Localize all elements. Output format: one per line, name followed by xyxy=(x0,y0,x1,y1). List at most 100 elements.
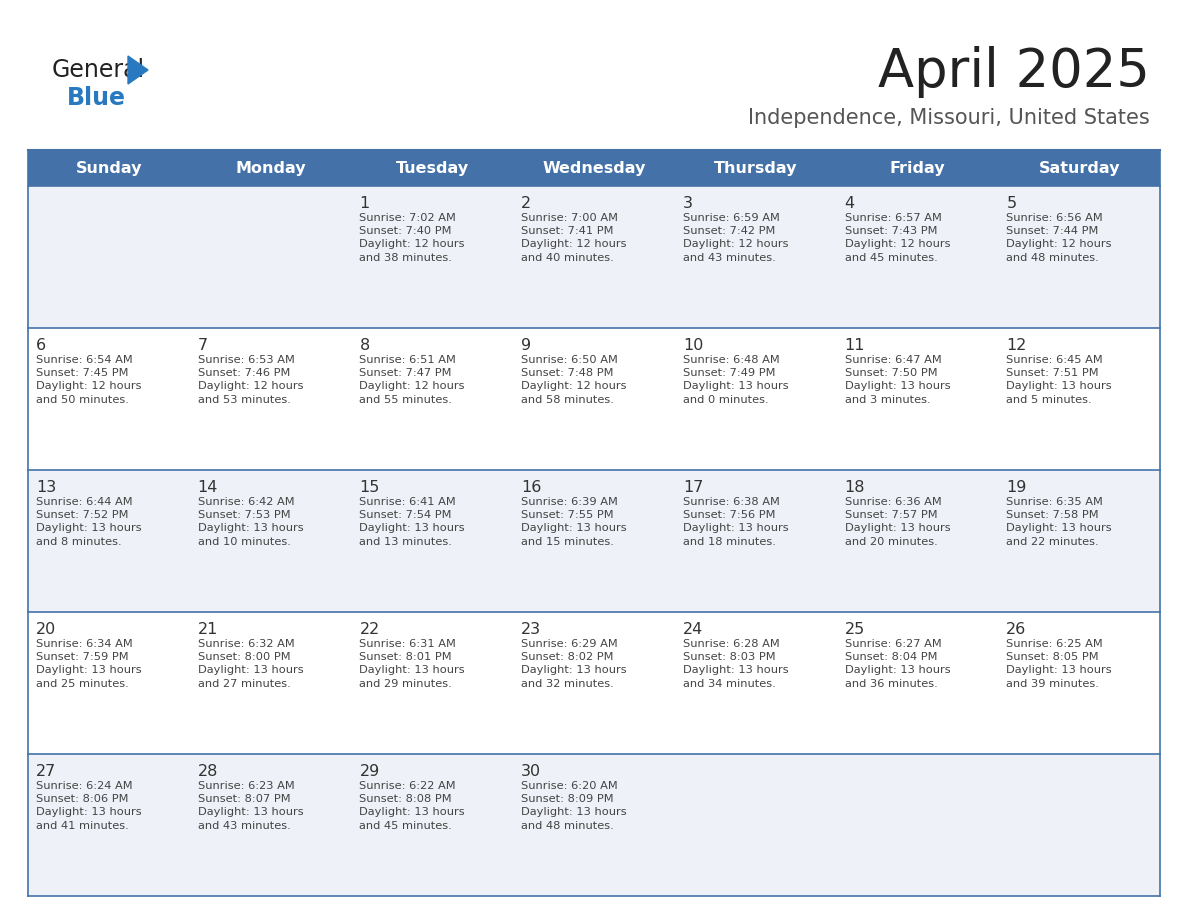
Text: Daylight: 13 hours
and 43 minutes.: Daylight: 13 hours and 43 minutes. xyxy=(197,807,303,831)
Text: Daylight: 13 hours
and 39 minutes.: Daylight: 13 hours and 39 minutes. xyxy=(1006,665,1112,688)
Text: Sunset: 7:58 PM: Sunset: 7:58 PM xyxy=(1006,510,1099,520)
Text: Sunset: 8:08 PM: Sunset: 8:08 PM xyxy=(360,794,453,804)
Text: Sunset: 8:07 PM: Sunset: 8:07 PM xyxy=(197,794,290,804)
Text: Daylight: 13 hours
and 36 minutes.: Daylight: 13 hours and 36 minutes. xyxy=(845,665,950,688)
Text: Sunset: 8:05 PM: Sunset: 8:05 PM xyxy=(1006,652,1099,662)
Bar xyxy=(29,470,1159,612)
Text: Sunset: 7:43 PM: Sunset: 7:43 PM xyxy=(845,226,937,236)
Text: 24: 24 xyxy=(683,622,703,637)
Text: Sunrise: 6:23 AM: Sunrise: 6:23 AM xyxy=(197,781,295,791)
Text: Sunrise: 6:20 AM: Sunrise: 6:20 AM xyxy=(522,781,618,791)
Text: 7: 7 xyxy=(197,338,208,353)
Text: 23: 23 xyxy=(522,622,542,637)
Text: Daylight: 13 hours
and 3 minutes.: Daylight: 13 hours and 3 minutes. xyxy=(845,381,950,405)
Text: Sunset: 7:45 PM: Sunset: 7:45 PM xyxy=(36,368,128,378)
Text: General: General xyxy=(52,58,145,82)
Text: Sunrise: 6:31 AM: Sunrise: 6:31 AM xyxy=(360,639,456,649)
Text: 17: 17 xyxy=(683,480,703,495)
Text: Sunrise: 6:42 AM: Sunrise: 6:42 AM xyxy=(197,497,295,507)
Text: Sunrise: 6:59 AM: Sunrise: 6:59 AM xyxy=(683,213,779,223)
Text: 12: 12 xyxy=(1006,338,1026,353)
Text: 21: 21 xyxy=(197,622,219,637)
Text: Sunset: 7:57 PM: Sunset: 7:57 PM xyxy=(845,510,937,520)
Text: Daylight: 12 hours
and 43 minutes.: Daylight: 12 hours and 43 minutes. xyxy=(683,239,789,263)
Text: 20: 20 xyxy=(36,622,56,637)
Text: Sunset: 8:00 PM: Sunset: 8:00 PM xyxy=(197,652,290,662)
Text: Blue: Blue xyxy=(67,86,126,110)
Text: 18: 18 xyxy=(845,480,865,495)
Text: Sunrise: 6:47 AM: Sunrise: 6:47 AM xyxy=(845,355,941,365)
Text: 6: 6 xyxy=(36,338,46,353)
Text: Sunrise: 6:32 AM: Sunrise: 6:32 AM xyxy=(197,639,295,649)
Text: Sunset: 7:46 PM: Sunset: 7:46 PM xyxy=(197,368,290,378)
Text: Sunrise: 7:02 AM: Sunrise: 7:02 AM xyxy=(360,213,456,223)
Text: Sunrise: 6:54 AM: Sunrise: 6:54 AM xyxy=(36,355,133,365)
Text: Sunrise: 6:28 AM: Sunrise: 6:28 AM xyxy=(683,639,779,649)
Text: Sunrise: 6:25 AM: Sunrise: 6:25 AM xyxy=(1006,639,1102,649)
Text: Daylight: 13 hours
and 48 minutes.: Daylight: 13 hours and 48 minutes. xyxy=(522,807,627,831)
Text: Sunset: 7:41 PM: Sunset: 7:41 PM xyxy=(522,226,614,236)
Text: Sunset: 8:09 PM: Sunset: 8:09 PM xyxy=(522,794,614,804)
Text: 10: 10 xyxy=(683,338,703,353)
Text: Sunrise: 6:41 AM: Sunrise: 6:41 AM xyxy=(360,497,456,507)
Text: 9: 9 xyxy=(522,338,531,353)
Text: Daylight: 13 hours
and 27 minutes.: Daylight: 13 hours and 27 minutes. xyxy=(197,665,303,688)
Text: Sunrise: 6:22 AM: Sunrise: 6:22 AM xyxy=(360,781,456,791)
Text: Sunset: 7:54 PM: Sunset: 7:54 PM xyxy=(360,510,451,520)
Text: 27: 27 xyxy=(36,764,56,779)
Text: Daylight: 13 hours
and 20 minutes.: Daylight: 13 hours and 20 minutes. xyxy=(845,523,950,546)
Text: Daylight: 13 hours
and 41 minutes.: Daylight: 13 hours and 41 minutes. xyxy=(36,807,141,831)
Bar xyxy=(29,186,1159,328)
Text: 25: 25 xyxy=(845,622,865,637)
Text: Sunset: 7:49 PM: Sunset: 7:49 PM xyxy=(683,368,776,378)
Text: 1: 1 xyxy=(360,196,369,211)
Text: Monday: Monday xyxy=(235,161,305,175)
Text: 16: 16 xyxy=(522,480,542,495)
Text: Sunrise: 6:50 AM: Sunrise: 6:50 AM xyxy=(522,355,618,365)
Text: Sunrise: 6:44 AM: Sunrise: 6:44 AM xyxy=(36,497,133,507)
Text: Daylight: 12 hours
and 48 minutes.: Daylight: 12 hours and 48 minutes. xyxy=(1006,239,1112,263)
Text: Friday: Friday xyxy=(890,161,946,175)
Text: Sunset: 7:51 PM: Sunset: 7:51 PM xyxy=(1006,368,1099,378)
Text: 19: 19 xyxy=(1006,480,1026,495)
Text: Wednesday: Wednesday xyxy=(542,161,646,175)
Text: Sunrise: 6:48 AM: Sunrise: 6:48 AM xyxy=(683,355,779,365)
Text: Sunrise: 6:51 AM: Sunrise: 6:51 AM xyxy=(360,355,456,365)
Text: Sunrise: 6:38 AM: Sunrise: 6:38 AM xyxy=(683,497,779,507)
Text: Sunset: 7:42 PM: Sunset: 7:42 PM xyxy=(683,226,776,236)
Text: Sunset: 8:03 PM: Sunset: 8:03 PM xyxy=(683,652,776,662)
Text: 2: 2 xyxy=(522,196,531,211)
Text: Sunset: 7:52 PM: Sunset: 7:52 PM xyxy=(36,510,128,520)
Text: Sunset: 7:40 PM: Sunset: 7:40 PM xyxy=(360,226,451,236)
Text: Daylight: 13 hours
and 13 minutes.: Daylight: 13 hours and 13 minutes. xyxy=(360,523,465,546)
Text: Daylight: 12 hours
and 53 minutes.: Daylight: 12 hours and 53 minutes. xyxy=(197,381,303,405)
Text: Daylight: 13 hours
and 25 minutes.: Daylight: 13 hours and 25 minutes. xyxy=(36,665,141,688)
Text: Thursday: Thursday xyxy=(714,161,797,175)
Text: 14: 14 xyxy=(197,480,219,495)
Text: Sunset: 7:47 PM: Sunset: 7:47 PM xyxy=(360,368,451,378)
Text: 26: 26 xyxy=(1006,622,1026,637)
Bar xyxy=(29,150,1159,186)
Text: Daylight: 13 hours
and 32 minutes.: Daylight: 13 hours and 32 minutes. xyxy=(522,665,627,688)
Text: Daylight: 13 hours
and 5 minutes.: Daylight: 13 hours and 5 minutes. xyxy=(1006,381,1112,405)
Text: Daylight: 12 hours
and 45 minutes.: Daylight: 12 hours and 45 minutes. xyxy=(845,239,950,263)
Text: Daylight: 12 hours
and 38 minutes.: Daylight: 12 hours and 38 minutes. xyxy=(360,239,465,263)
Text: 28: 28 xyxy=(197,764,219,779)
Text: 8: 8 xyxy=(360,338,369,353)
Text: 29: 29 xyxy=(360,764,380,779)
Text: Independence, Missouri, United States: Independence, Missouri, United States xyxy=(748,108,1150,128)
Text: 13: 13 xyxy=(36,480,56,495)
Text: Daylight: 12 hours
and 40 minutes.: Daylight: 12 hours and 40 minutes. xyxy=(522,239,626,263)
Text: Sunrise: 6:45 AM: Sunrise: 6:45 AM xyxy=(1006,355,1102,365)
Text: Sunset: 8:01 PM: Sunset: 8:01 PM xyxy=(360,652,453,662)
Text: 11: 11 xyxy=(845,338,865,353)
Text: Sunrise: 6:34 AM: Sunrise: 6:34 AM xyxy=(36,639,133,649)
Text: Sunrise: 6:27 AM: Sunrise: 6:27 AM xyxy=(845,639,941,649)
Text: Sunrise: 6:36 AM: Sunrise: 6:36 AM xyxy=(845,497,941,507)
Text: Daylight: 13 hours
and 22 minutes.: Daylight: 13 hours and 22 minutes. xyxy=(1006,523,1112,546)
Text: April 2025: April 2025 xyxy=(878,46,1150,98)
Text: Sunset: 7:44 PM: Sunset: 7:44 PM xyxy=(1006,226,1099,236)
Text: 22: 22 xyxy=(360,622,380,637)
Text: Daylight: 13 hours
and 29 minutes.: Daylight: 13 hours and 29 minutes. xyxy=(360,665,465,688)
Text: Daylight: 13 hours
and 8 minutes.: Daylight: 13 hours and 8 minutes. xyxy=(36,523,141,546)
